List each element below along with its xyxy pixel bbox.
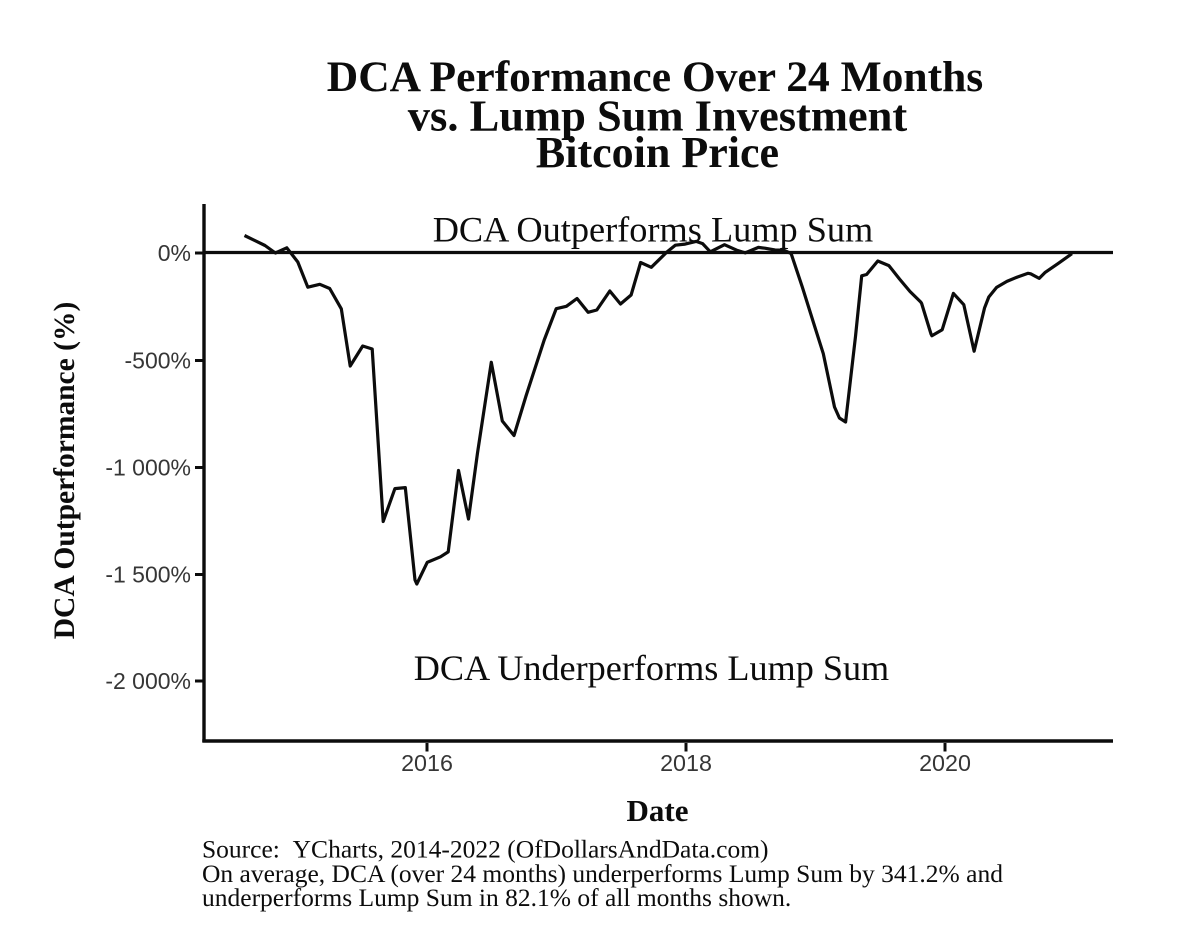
svg-text:-1 000%: -1 000% [105,455,191,481]
svg-text:On average, DCA (over 24 month: On average, DCA (over 24 months) underpe… [202,859,1003,888]
svg-text:-1 500%: -1 500% [105,562,191,588]
svg-text:-2 000%: -2 000% [105,668,191,694]
svg-text:Bitcoin Price: Bitcoin Price [536,128,779,177]
svg-text:DCA Outperformance (%): DCA Outperformance (%) [49,302,81,640]
svg-text:2020: 2020 [919,750,971,776]
svg-text:DCA Performance Over 24 Months: DCA Performance Over 24 Months [327,53,983,101]
svg-text:2018: 2018 [660,750,712,776]
svg-text:0%: 0% [158,240,191,266]
svg-text:vs. Lump Sum Investment: vs. Lump Sum Investment [408,91,908,141]
svg-text:DCA Outperforms Lump Sum: DCA Outperforms Lump Sum [433,210,874,250]
svg-text:DCA Underperforms Lump Sum: DCA Underperforms Lump Sum [414,648,889,688]
svg-text:Date: Date [627,793,689,828]
svg-text:-500%: -500% [125,348,191,374]
svg-text:2016: 2016 [401,750,453,776]
svg-text:underperforms Lump Sum in 82.1: underperforms Lump Sum in 82.1% of all m… [202,883,791,912]
svg-text:Source: YCharts, 2014-2022 (O: Source: YCharts, 2014-2022 (OfDollarsAnd… [202,835,769,864]
